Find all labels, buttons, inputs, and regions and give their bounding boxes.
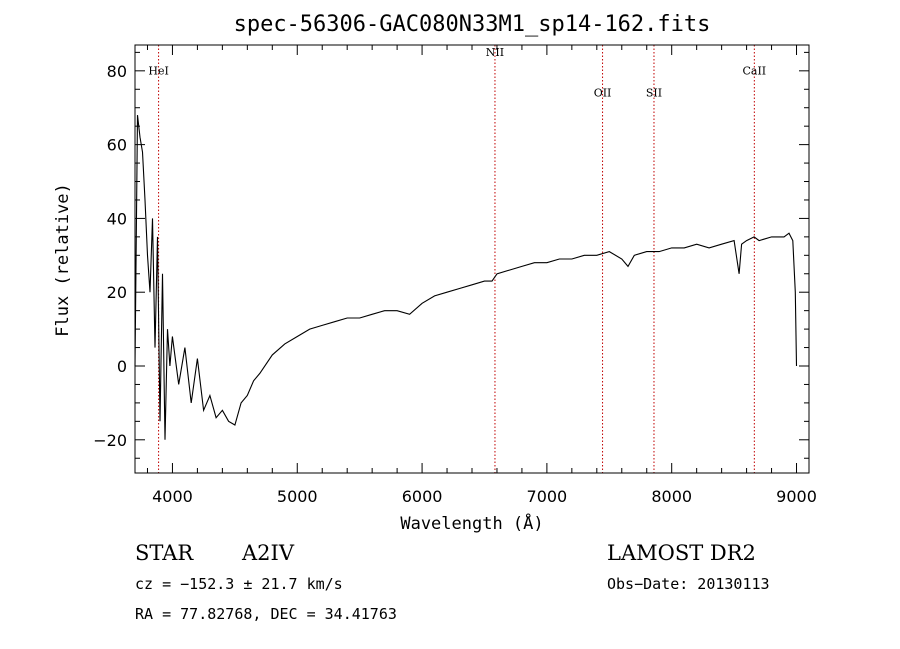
x-tick-label: 9000 (776, 487, 817, 506)
y-tick-label: 40 (107, 209, 127, 228)
line-label-nii: NII (486, 46, 504, 59)
y-tick-label: 0 (117, 357, 127, 376)
observation-date: Obs−Date: 20130113 (607, 575, 770, 593)
plot-frame (134, 44, 810, 474)
coordinates: RA = 77.82768, DEC = 34.41763 (135, 605, 397, 623)
survey-name: LAMOST DR2 (607, 541, 756, 565)
line-label-caii: CaII (742, 65, 766, 78)
line-label-hei: HeI (148, 65, 168, 78)
x-tick-label: 4000 (152, 487, 193, 506)
object-class: STAR (135, 541, 194, 565)
y-tick-label: 80 (107, 62, 127, 81)
y-axis-ticks: −20 0 20 40 60 80 (93, 51, 809, 459)
y-tick-label: 20 (107, 283, 127, 302)
spectrum-line (134, 115, 798, 440)
x-tick-label: 6000 (402, 487, 443, 506)
x-tick-label: 8000 (651, 487, 692, 506)
object-subclass: A2IV (241, 541, 295, 565)
y-tick-label: 60 (107, 136, 127, 155)
emission-line-markers: HeI NII OII SII CaII (148, 45, 766, 473)
y-tick-label: −20 (93, 431, 127, 450)
line-label-oii: OII (594, 87, 612, 100)
x-tick-label: 5000 (277, 487, 318, 506)
chart-title: spec-56306-GAC080N33M1_sp14-162.fits (234, 12, 711, 37)
y-axis-label: Flux (relative) (53, 183, 73, 337)
line-label-sii: SII (646, 87, 662, 100)
x-axis-ticks: 4000 5000 6000 7000 8000 9000 (146, 45, 817, 506)
x-axis-label: Wavelength (Å) (400, 512, 543, 534)
redshift-cz: cz = −152.3 ± 21.7 km/s (135, 575, 343, 593)
x-tick-label: 7000 (527, 487, 568, 506)
